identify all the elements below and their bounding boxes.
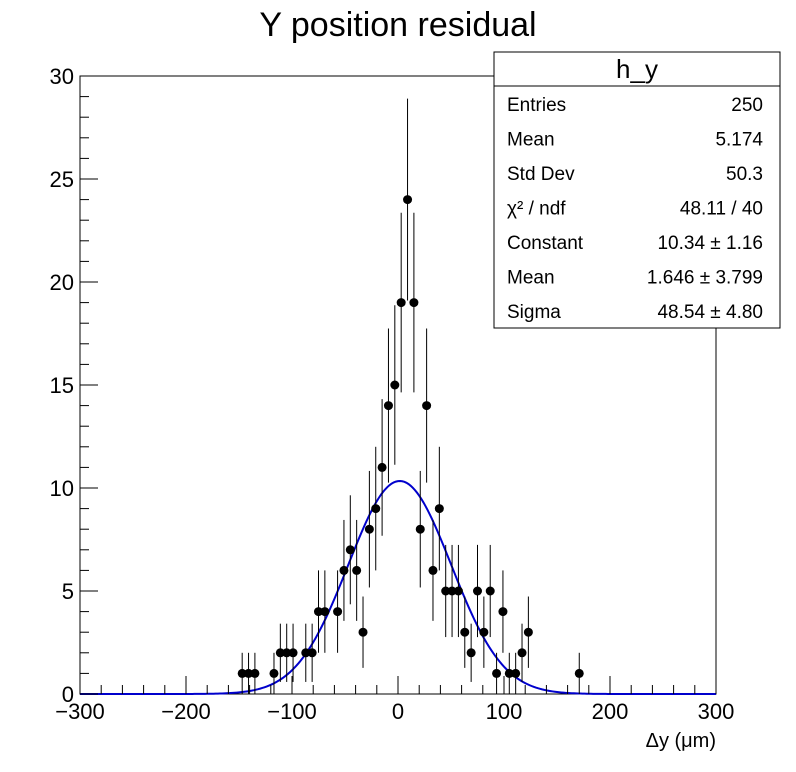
data-point: [409, 298, 419, 308]
data-point: [460, 627, 470, 637]
data-point: [364, 524, 374, 534]
chart-title: Y position residual: [259, 6, 536, 44]
stats-row-value: 10.34 ± 1.16: [657, 233, 763, 254]
y-tick-label: 10: [50, 476, 74, 501]
stats-row-label: Sigma: [507, 302, 561, 323]
data-point: [403, 195, 413, 205]
stats-box: h_y Entries 250 Mean 5.174 Std Dev 50.3 χ² / n…: [493, 51, 781, 329]
data-point: [396, 298, 406, 308]
data-point: [282, 648, 292, 658]
stats-row-label: Std Dev: [507, 164, 575, 185]
stats-row-value: 250: [731, 95, 763, 116]
stats-row-label: χ² / ndf: [507, 199, 566, 220]
data-point: [473, 586, 482, 596]
data-point: [441, 586, 451, 596]
data-point: [434, 504, 444, 514]
points-layer: [237, 98, 584, 694]
data-point: [269, 668, 279, 678]
stats-row-label: Mean: [507, 130, 555, 151]
x-tick-label: −200: [161, 699, 211, 724]
x-tick-label: 300: [698, 699, 735, 724]
data-point: [422, 401, 432, 411]
data-point: [504, 668, 514, 678]
y-tick-label: 5: [62, 579, 74, 604]
stats-row-label: Mean: [507, 268, 555, 289]
data-point: [485, 586, 495, 596]
stats-row-value: 48.11 / 40: [680, 199, 763, 220]
data-point: [237, 668, 247, 678]
data-point: [358, 627, 368, 637]
data-point: [498, 607, 508, 617]
data-point: [244, 668, 254, 678]
x-tick-label: 100: [486, 699, 523, 724]
x-axis-label: Δy (μm): [646, 730, 716, 752]
data-point: [352, 565, 362, 575]
x-tick-label: 200: [592, 699, 629, 724]
stats-row-value: 5.174: [715, 130, 763, 151]
x-tick-label: −300: [55, 699, 105, 724]
data-point: [479, 627, 489, 637]
data-point: [377, 462, 387, 472]
stats-rows: Entries 250 Mean 5.174 Std Dev 50.3 χ² / ndf 48…: [507, 95, 763, 323]
y-tick-label: 15: [50, 373, 74, 398]
y-tick-label: 0: [62, 682, 74, 707]
data-point: [383, 401, 393, 411]
y-tick-label: 20: [50, 270, 74, 295]
data-point: [339, 565, 349, 575]
data-point: [345, 545, 355, 555]
data-point: [307, 648, 317, 658]
stats-box-title: h_y: [616, 54, 658, 84]
stats-row-value: 1.646 ± 3.799: [647, 268, 763, 289]
data-point: [415, 524, 425, 534]
stats-row-value: 48.54 ± 4.80: [657, 302, 763, 323]
y-tick-label: 25: [50, 167, 74, 192]
data-point: [523, 627, 533, 637]
data-point: [511, 668, 521, 678]
gaussian-fit-curve: [80, 479, 716, 695]
data-point: [453, 586, 463, 596]
ticks-layer: −300 −200 −100 0 100 200 300 0 5 10 15 20 25 30: [50, 64, 735, 724]
stats-row-label: Entries: [507, 95, 566, 116]
stats-row-value: 50.3: [726, 164, 763, 185]
data-point: [492, 668, 502, 678]
data-point: [333, 607, 343, 617]
data-point: [574, 668, 584, 678]
data-point: [517, 648, 527, 658]
data-point: [447, 586, 457, 596]
data-point: [371, 504, 381, 514]
x-tick-label: 0: [392, 699, 404, 724]
data-point: [288, 648, 298, 658]
y-tick-label: 30: [50, 64, 74, 89]
data-point: [466, 648, 476, 658]
data-point: [301, 648, 311, 658]
data-point: [320, 607, 330, 617]
stats-row-label: Constant: [507, 233, 584, 254]
data-point: [250, 668, 260, 678]
x-tick-label: −100: [267, 699, 317, 724]
fit-layer: [80, 479, 716, 695]
data-point: [275, 648, 285, 658]
data-point: [390, 380, 400, 390]
data-point: [314, 607, 323, 617]
stats-box-frame: [493, 51, 781, 329]
data-point: [428, 565, 438, 575]
